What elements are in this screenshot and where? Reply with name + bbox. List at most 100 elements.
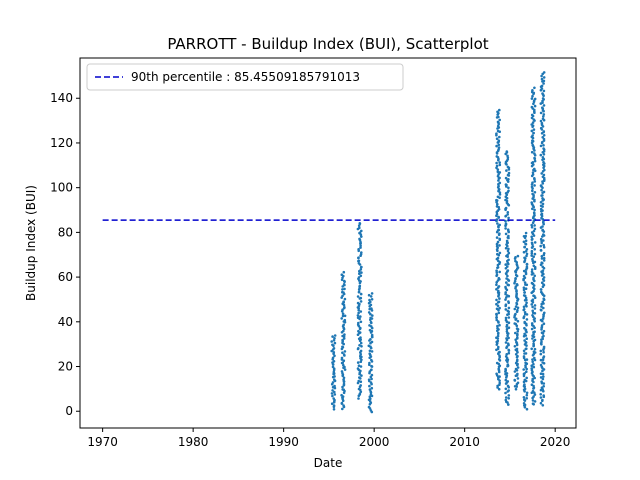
data-point: [342, 404, 345, 407]
data-point: [514, 273, 518, 277]
data-point: [359, 341, 363, 345]
data-point: [506, 294, 509, 297]
data-point: [506, 380, 510, 383]
data-point: [539, 119, 543, 123]
data-point: [514, 305, 518, 308]
data-point: [495, 244, 499, 248]
data-point: [495, 283, 498, 287]
data-point: [507, 234, 510, 238]
data-point: [504, 198, 507, 202]
data-point: [357, 248, 360, 251]
data-point: [531, 189, 534, 192]
data-point: [514, 331, 517, 335]
data-point: [539, 244, 542, 248]
data-point: [496, 195, 500, 199]
y-tick-label: 0: [65, 404, 73, 418]
data-point: [530, 129, 534, 133]
x-tick-label: 1980: [178, 435, 209, 449]
data-point: [358, 331, 362, 334]
data-point: [542, 220, 545, 223]
data-point: [357, 397, 360, 400]
data-point: [497, 208, 501, 211]
data-point: [506, 173, 510, 177]
data-point: [522, 308, 526, 311]
data-point: [333, 393, 337, 396]
data-point: [331, 356, 335, 360]
data-point: [531, 171, 535, 174]
data-point: [523, 383, 526, 386]
data-point: [541, 97, 545, 100]
data-point: [343, 318, 347, 322]
x-tick-label: 2020: [540, 435, 571, 449]
data-point: [513, 281, 516, 285]
data-point: [369, 320, 373, 324]
data-point: [539, 363, 543, 367]
data-point: [369, 338, 372, 341]
data-point: [341, 312, 345, 316]
data-point: [530, 116, 534, 120]
data-point: [356, 301, 360, 305]
data-point: [498, 135, 501, 139]
data-point: [341, 334, 344, 338]
data-point: [539, 393, 542, 396]
data-point: [530, 97, 534, 100]
data-point: [358, 237, 361, 241]
data-point: [359, 320, 363, 324]
data-point: [495, 198, 498, 202]
data-point: [506, 249, 510, 253]
data-point: [533, 330, 536, 334]
data-point: [507, 189, 510, 193]
data-point: [531, 139, 534, 142]
data-point: [525, 370, 528, 374]
data-point: [542, 76, 546, 79]
data-point: [504, 367, 507, 371]
data-point: [530, 241, 534, 245]
x-tick-label: 1970: [87, 435, 118, 449]
data-point: [356, 367, 360, 370]
data-point: [369, 393, 373, 396]
data-point: [368, 388, 372, 391]
data-point: [540, 241, 543, 245]
data-point: [358, 287, 361, 290]
data-point: [532, 362, 535, 366]
data-point: [507, 316, 511, 319]
data-point: [498, 381, 502, 385]
data-point: [533, 400, 537, 403]
data-point: [542, 89, 546, 93]
data-point: [540, 254, 544, 258]
data-point: [516, 377, 520, 380]
data-point: [497, 367, 501, 371]
data-point: [343, 297, 347, 301]
data-point: [523, 256, 526, 260]
data-point: [530, 347, 533, 351]
data-point: [522, 269, 526, 273]
data-point: [542, 115, 545, 118]
data-point: [531, 298, 535, 302]
data-point: [540, 386, 544, 390]
data-point: [341, 385, 344, 389]
data-point: [532, 229, 536, 233]
data-point: [540, 261, 543, 265]
data-point: [498, 323, 501, 327]
data-point: [541, 197, 544, 200]
data-point: [531, 311, 535, 315]
data-point: [357, 276, 361, 279]
data-point: [495, 312, 498, 316]
data-point: [541, 358, 545, 362]
data-point: [539, 207, 543, 211]
data-point: [522, 274, 526, 278]
data-point: [356, 361, 360, 364]
data-point: [496, 124, 500, 128]
data-point: [542, 259, 546, 262]
data-point: [333, 378, 336, 382]
data-point: [532, 264, 536, 268]
y-tick-label: 40: [58, 315, 73, 329]
data-point: [522, 305, 526, 309]
data-point: [496, 110, 499, 114]
x-tick-label: 2000: [359, 435, 390, 449]
data-point: [358, 231, 362, 234]
data-point: [533, 356, 536, 360]
data-point: [368, 352, 372, 356]
data-point: [524, 239, 528, 242]
data-point: [513, 345, 517, 348]
